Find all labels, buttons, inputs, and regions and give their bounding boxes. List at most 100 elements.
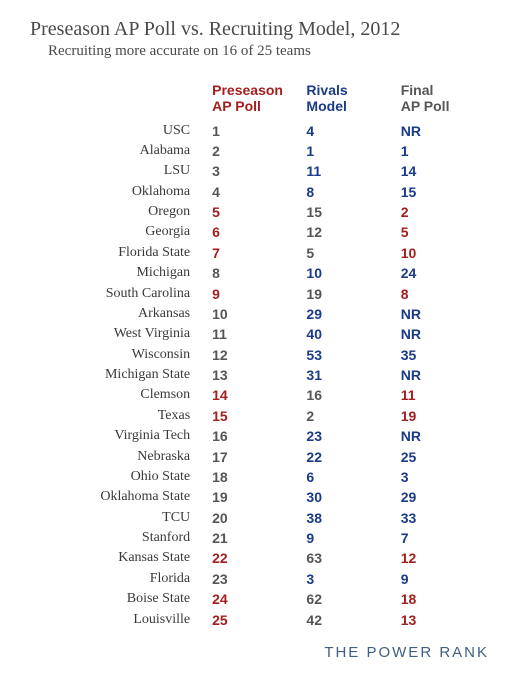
cell-final: 8 [401,283,495,303]
cell-team: Kansas State [30,548,212,568]
cell-final: 5 [401,222,495,242]
cell-team: USC [30,120,212,140]
cell-final: 13 [401,609,495,629]
cell-team: Louisville [30,609,212,629]
table-row: Georgia6125 [30,222,495,242]
cell-final: NR [401,304,495,324]
cell-rivals: 53 [306,345,400,365]
cell-team: LSU [30,161,212,181]
cell-final: 9 [401,569,495,589]
cell-rivals: 42 [306,609,400,629]
cell-rivals: 29 [306,304,400,324]
header-preseason-l1: Preseason [212,82,283,98]
cell-preseason: 8 [212,263,306,283]
cell-rivals: 23 [306,426,400,446]
cell-preseason: 21 [212,528,306,548]
cell-final: 12 [401,548,495,568]
header-final-l1: Final [401,82,434,98]
cell-final: 10 [401,243,495,263]
cell-team: Boise State [30,589,212,609]
table-row: Virginia Tech1623NR [30,426,495,446]
table-row: Oklahoma4815 [30,182,495,202]
cell-team: Ohio State [30,467,212,487]
cell-rivals: 31 [306,365,400,385]
page-title: Preseason AP Poll vs. Recruiting Model, … [30,18,495,41]
cell-team: Arkansas [30,304,212,324]
cell-team: Florida [30,569,212,589]
cell-team: TCU [30,508,212,528]
table-body: USC14NRAlabama211LSU31114Oklahoma4815Ore… [30,120,495,629]
table-row: Oregon5152 [30,202,495,222]
header-final-l2: AP Poll [401,98,450,114]
cell-team: Stanford [30,528,212,548]
table-row: South Carolina9198 [30,283,495,303]
cell-rivals: 63 [306,548,400,568]
table-row: Michigan81024 [30,263,495,283]
footer-brand: THE POWER RANK [30,644,495,661]
cell-final: 11 [401,385,495,405]
cell-preseason: 13 [212,365,306,385]
table-row: Boise State246218 [30,589,495,609]
cell-team: Wisconsin [30,345,212,365]
cell-preseason: 17 [212,446,306,466]
cell-final: 25 [401,446,495,466]
cell-preseason: 2 [212,141,306,161]
cell-final: 14 [401,161,495,181]
cell-team: Georgia [30,222,212,242]
table-row: Alabama211 [30,141,495,161]
cell-rivals: 19 [306,283,400,303]
cell-preseason: 15 [212,406,306,426]
cell-rivals: 30 [306,487,400,507]
header-preseason-l2: AP Poll [212,98,261,114]
cell-final: 24 [401,263,495,283]
cell-team: Clemson [30,385,212,405]
cell-preseason: 16 [212,426,306,446]
header-row: Preseason AP Poll Rivals Model Final AP … [30,80,495,120]
cell-team: Alabama [30,141,212,161]
table-row: TCU203833 [30,508,495,528]
cell-preseason: 10 [212,304,306,324]
cell-rivals: 1 [306,141,400,161]
table-row: West Virginia1140NR [30,324,495,344]
cell-final: NR [401,426,495,446]
table-row: Texas15219 [30,406,495,426]
cell-rivals: 22 [306,446,400,466]
cell-preseason: 23 [212,569,306,589]
cell-final: 29 [401,487,495,507]
cell-preseason: 25 [212,609,306,629]
table-row: Oklahoma State193029 [30,487,495,507]
cell-final: 2 [401,202,495,222]
cell-rivals: 12 [306,222,400,242]
cell-final: 3 [401,467,495,487]
cell-preseason: 22 [212,548,306,568]
cell-team: South Carolina [30,283,212,303]
cell-final: 33 [401,508,495,528]
table-row: Arkansas1029NR [30,304,495,324]
cell-rivals: 2 [306,406,400,426]
cell-preseason: 19 [212,487,306,507]
cell-final: 18 [401,589,495,609]
table-row: Stanford2197 [30,528,495,548]
cell-preseason: 6 [212,222,306,242]
table-row: Wisconsin125335 [30,345,495,365]
cell-rivals: 38 [306,508,400,528]
cell-preseason: 5 [212,202,306,222]
cell-team: Oklahoma State [30,487,212,507]
table-row: Ohio State1863 [30,467,495,487]
cell-rivals: 62 [306,589,400,609]
header-team [30,80,212,120]
cell-final: 1 [401,141,495,161]
table-row: USC14NR [30,120,495,140]
cell-team: West Virginia [30,324,212,344]
cell-team: Nebraska [30,446,212,466]
cell-rivals: 15 [306,202,400,222]
table-row: Nebraska172225 [30,446,495,466]
page-subtitle: Recruiting more accurate on 16 of 25 tea… [48,43,495,60]
table-row: Clemson141611 [30,385,495,405]
cell-rivals: 40 [306,324,400,344]
cell-final: 35 [401,345,495,365]
header-final: Final AP Poll [401,80,495,120]
header-rivals-l1: Rivals [306,82,347,98]
cell-rivals: 4 [306,120,400,140]
cell-preseason: 9 [212,283,306,303]
